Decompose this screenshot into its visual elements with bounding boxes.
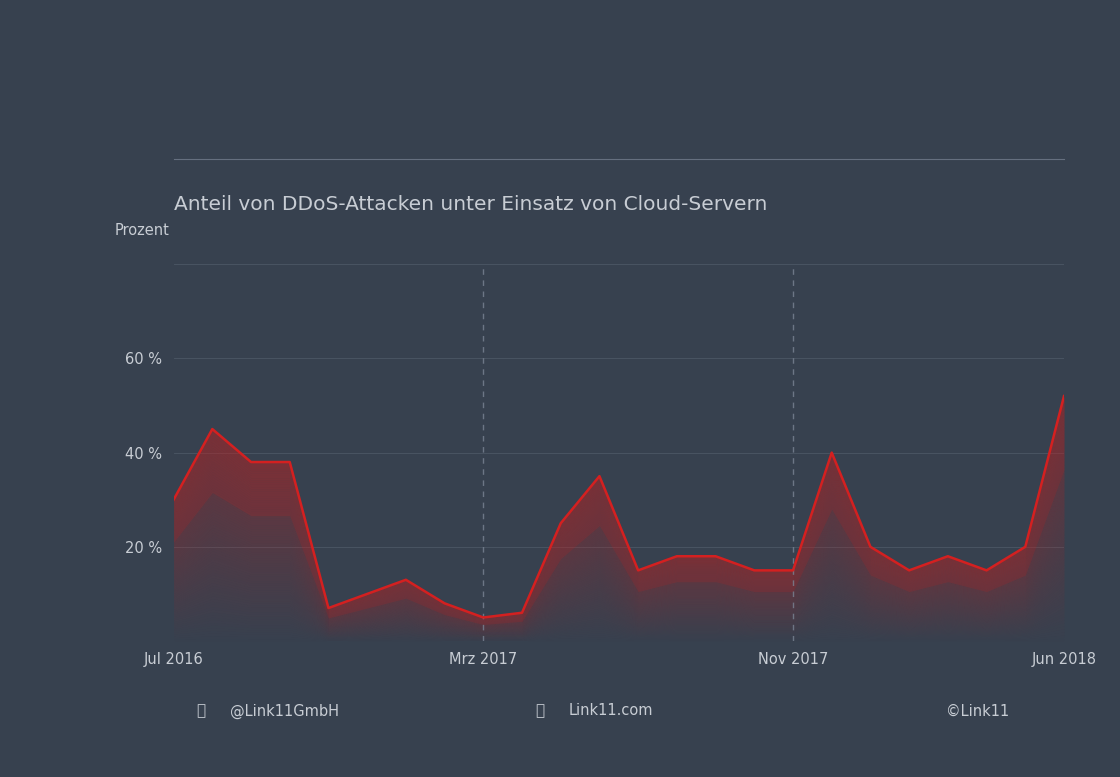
Text: 🌐: 🌐 (535, 703, 544, 719)
Text: Prozent: Prozent (114, 223, 169, 238)
Text: Link11.com: Link11.com (569, 703, 653, 719)
Text: ©Link11: ©Link11 (946, 703, 1009, 719)
Text: 🐦: 🐦 (196, 703, 205, 719)
Text: Anteil von DDoS-Attacken unter Einsatz von Cloud-Servern: Anteil von DDoS-Attacken unter Einsatz v… (174, 195, 767, 214)
Text: @Link11GmbH: @Link11GmbH (230, 703, 338, 719)
